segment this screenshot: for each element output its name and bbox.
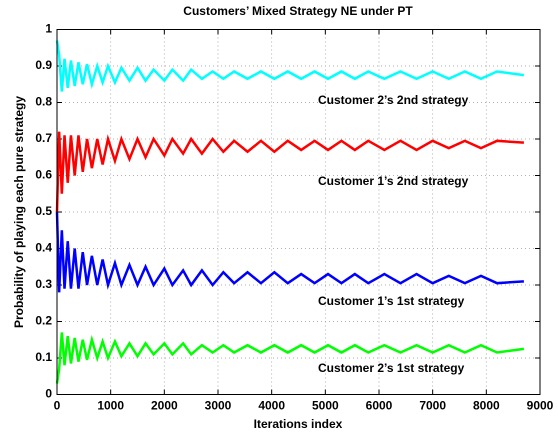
- chart-title: Customers’ Mixed Strategy NE under PT: [183, 4, 413, 18]
- y-tick-label: 0.5: [35, 204, 52, 218]
- annotation: Customer 2’s 1st strategy: [318, 361, 465, 375]
- y-axis-label: Probability of playing each pure strateg…: [12, 96, 26, 328]
- x-tick-label: 3000: [205, 399, 232, 413]
- annotation: Customer 2’s 2nd strategy: [318, 93, 469, 107]
- x-tick-label: 6000: [366, 399, 393, 413]
- x-tick-label: 7000: [419, 399, 446, 413]
- y-tick-label: 0.7: [35, 131, 52, 145]
- annotation: Customer 1’s 1st strategy: [318, 294, 465, 308]
- series-line: [55, 40, 525, 92]
- series-line: [55, 131, 524, 213]
- x-tick-label: 2000: [151, 399, 178, 413]
- y-tick-label: 0.3: [35, 277, 52, 291]
- y-tick-label: 0.8: [35, 95, 52, 109]
- series-line: [55, 332, 525, 384]
- series-line: [55, 211, 524, 293]
- y-tick-label: 0: [45, 387, 52, 401]
- annotation: Customer 1’s 2nd strategy: [318, 174, 469, 188]
- y-tick-label: 0.9: [35, 58, 52, 72]
- y-tick-label: 0.2: [35, 314, 52, 328]
- x-tick-label: 9000: [527, 399, 554, 413]
- y-tick-label: 1: [45, 22, 52, 36]
- x-tick-label: 8000: [473, 399, 500, 413]
- plot-frame: [56, 29, 541, 395]
- y-tick-label: 0.1: [35, 350, 52, 364]
- x-tick-label: 1000: [97, 399, 124, 413]
- x-axis-label: Iterations index: [254, 417, 343, 431]
- x-tick-label: 0: [54, 399, 61, 413]
- y-tick-label: 0.6: [35, 168, 52, 182]
- x-tick-label: 4000: [258, 399, 285, 413]
- x-tick-label: 5000: [312, 399, 339, 413]
- y-tick-label: 0.4: [35, 241, 52, 255]
